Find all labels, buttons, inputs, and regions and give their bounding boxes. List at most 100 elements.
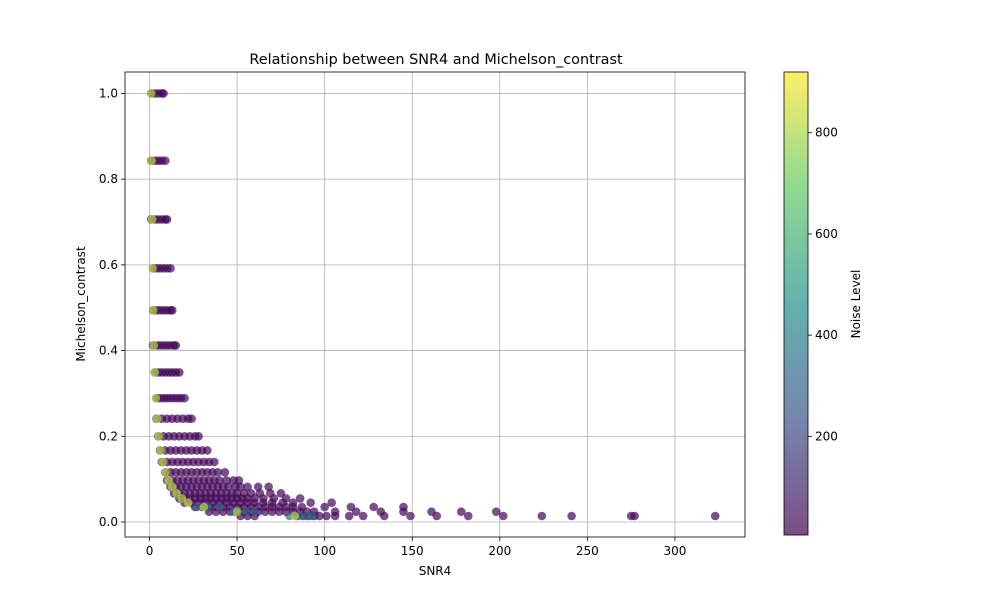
data-point <box>159 89 168 98</box>
data-point <box>456 507 466 517</box>
x-tick-label: 250 <box>576 544 599 558</box>
x-tick-label: 100 <box>313 544 336 558</box>
data-point <box>172 488 181 498</box>
y-tick-label: 0.4 <box>99 344 118 358</box>
colorbar-tick-label: 600 <box>815 227 838 241</box>
data-point <box>499 511 508 521</box>
data-point <box>183 498 193 508</box>
data-point <box>406 511 415 521</box>
data-point <box>315 511 324 521</box>
data-point <box>171 341 181 350</box>
data-point <box>267 507 277 517</box>
data-point <box>290 511 300 521</box>
data-point <box>220 467 230 477</box>
colorbar-label: Noise Level <box>849 270 863 339</box>
data-point <box>630 511 639 521</box>
x-tick-label: 200 <box>488 544 511 558</box>
data-point <box>148 263 157 273</box>
data-point <box>151 393 161 403</box>
y-tick-label: 1.0 <box>99 86 118 100</box>
data-point <box>160 156 170 166</box>
data-point <box>152 414 162 424</box>
data-point <box>146 89 156 98</box>
data-point <box>167 482 177 492</box>
x-axis-label: SNR4 <box>419 564 452 578</box>
y-tick-label: 0.8 <box>99 172 118 186</box>
colorbar-tick-label: 200 <box>815 429 838 443</box>
data-point <box>463 511 473 521</box>
data-point <box>192 502 202 512</box>
data-point <box>330 511 340 521</box>
data-points <box>146 89 720 521</box>
data-point <box>276 488 286 498</box>
data-point <box>241 507 251 517</box>
x-tick-label: 50 <box>229 544 244 558</box>
data-point <box>187 414 196 424</box>
data-point <box>306 498 315 508</box>
data-point <box>203 446 212 455</box>
data-point <box>320 502 329 512</box>
chart-title: Relationship between SNR4 and Michelson_… <box>249 52 623 68</box>
colorbar: 200 400 600 800 Noise Level <box>783 71 863 536</box>
data-point <box>210 457 219 467</box>
data-point <box>295 494 305 503</box>
data-point <box>358 511 368 521</box>
data-point <box>180 393 189 403</box>
data-point <box>154 431 163 441</box>
y-axis-ticks: 0.0 0.2 0.4 0.6 0.8 1.0 <box>99 86 125 529</box>
data-point <box>399 507 408 517</box>
data-point <box>322 511 331 521</box>
data-point <box>156 446 165 455</box>
data-point <box>351 507 361 517</box>
data-point <box>260 507 270 517</box>
data-point <box>199 502 209 512</box>
data-point <box>162 215 172 224</box>
data-point <box>243 482 252 492</box>
data-point <box>149 341 159 350</box>
y-axis-label: Michelson_contrast <box>74 246 88 362</box>
data-point <box>166 263 175 273</box>
data-point <box>232 507 242 517</box>
y-tick-label: 0.6 <box>99 258 118 272</box>
data-point <box>327 498 336 508</box>
data-point <box>164 476 173 485</box>
data-point <box>308 511 317 521</box>
data-point <box>344 511 354 521</box>
data-point <box>432 511 442 521</box>
data-point <box>250 507 259 517</box>
data-point <box>537 511 547 521</box>
data-point <box>567 511 576 521</box>
data-point <box>369 502 379 512</box>
data-point <box>194 431 203 441</box>
data-point <box>491 507 501 517</box>
colorbar-frame <box>783 71 809 536</box>
data-point <box>710 511 720 521</box>
data-point <box>274 507 284 517</box>
x-tick-label: 150 <box>401 544 424 558</box>
y-tick-label: 0.2 <box>99 429 118 443</box>
x-axis-ticks: 0 50 100 150 200 250 300 <box>146 537 686 558</box>
data-point <box>148 305 158 315</box>
grid <box>125 72 745 537</box>
data-point <box>174 368 184 377</box>
y-tick-label: 0.0 <box>99 515 118 529</box>
data-point <box>147 156 156 166</box>
data-point <box>177 494 187 503</box>
data-point <box>167 305 177 315</box>
data-point <box>158 457 167 467</box>
colorbar-tick-label: 800 <box>815 126 838 140</box>
colorbar-ticks: 200 400 600 800 <box>808 126 838 443</box>
x-tick-label: 0 <box>146 544 154 558</box>
data-point <box>213 467 223 477</box>
data-point <box>379 511 389 521</box>
data-point <box>236 482 245 492</box>
x-tick-label: 300 <box>663 544 686 558</box>
data-point <box>147 215 157 224</box>
colorbar-tick-label: 400 <box>815 328 838 342</box>
data-point <box>160 467 170 477</box>
data-point <box>150 368 160 377</box>
plot-frame <box>124 71 746 538</box>
colorbar-gradient <box>784 72 808 535</box>
data-point <box>215 502 224 512</box>
